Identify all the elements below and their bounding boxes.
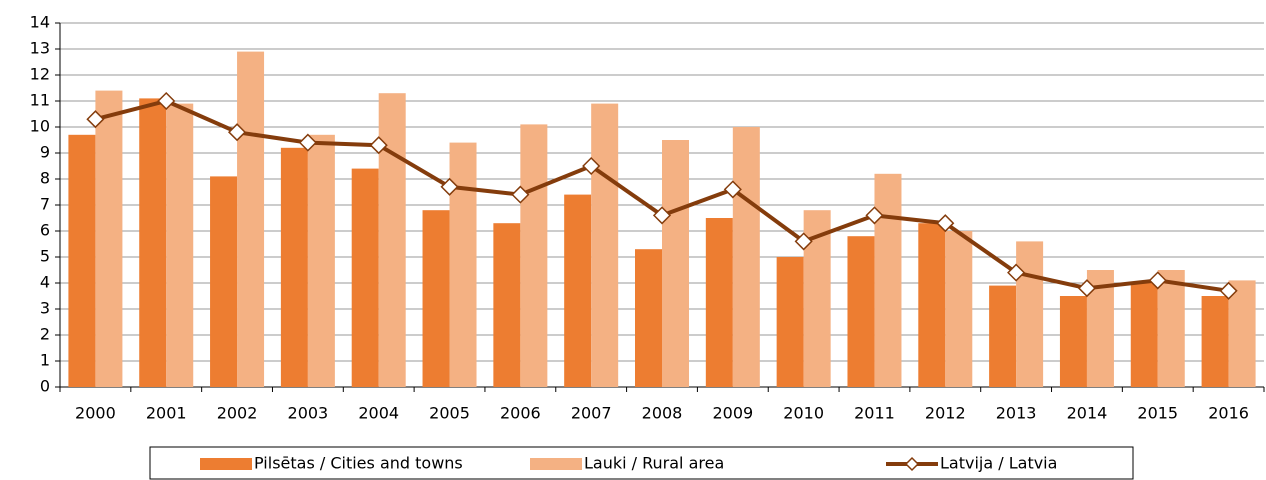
- legend-label: Lauki / Rural area: [584, 454, 724, 473]
- bar: [520, 124, 548, 388]
- bar: [591, 103, 619, 387]
- y-tick-label: 11: [30, 91, 50, 110]
- bar: [307, 134, 335, 387]
- marker: [157, 91, 176, 111]
- bar: [166, 103, 194, 387]
- legend-marker: [904, 456, 920, 472]
- y-tick-label: 6: [40, 221, 50, 240]
- bar: [635, 249, 662, 387]
- marker: [1007, 263, 1026, 282]
- bar: [989, 285, 1017, 387]
- bar: [874, 173, 902, 387]
- bar: [945, 231, 973, 387]
- marker: [936, 214, 955, 233]
- marker: [440, 177, 459, 196]
- bar: [847, 236, 875, 387]
- marker: [511, 185, 530, 204]
- y-tick-label: 10: [30, 117, 50, 136]
- y-tick-label: 5: [40, 247, 50, 266]
- marker: [1077, 279, 1097, 298]
- bar: [1201, 296, 1229, 387]
- bar: [139, 98, 167, 388]
- bar: [449, 142, 477, 387]
- bar: [1228, 280, 1256, 387]
- bar: [564, 194, 592, 387]
- x-tick-label: 2010: [783, 404, 824, 423]
- x-tick-label: 2011: [854, 404, 895, 423]
- legend-box: [149, 446, 1134, 480]
- marker: [652, 206, 672, 225]
- legend-label: Latvija / Latvia: [940, 454, 1057, 473]
- x-tick-label: 2006: [500, 404, 541, 423]
- marker: [582, 156, 601, 176]
- x-tick-label: 2009: [712, 404, 753, 423]
- bar: [237, 51, 265, 387]
- y-tick-label: 3: [40, 299, 50, 318]
- y-tick-label: 1: [40, 351, 50, 370]
- bar: [1157, 270, 1185, 387]
- y-tick-label: 0: [40, 377, 50, 396]
- bar: [493, 223, 521, 387]
- y-tick-label: 9: [40, 143, 50, 162]
- y-tick-label: 14: [30, 13, 50, 32]
- x-tick-label: 2007: [571, 404, 612, 423]
- bar: [705, 218, 733, 387]
- x-tick-label: 2005: [429, 404, 470, 423]
- y-tick-label: 13: [30, 39, 50, 58]
- x-tick-label: 2000: [75, 404, 116, 423]
- legend-swatch: [200, 458, 252, 470]
- x-tick-label: 2014: [1067, 404, 1108, 423]
- bar: [422, 210, 450, 387]
- bar: [1016, 241, 1044, 387]
- bar: [68, 134, 96, 387]
- x-tick-label: 2008: [642, 404, 683, 423]
- marker: [227, 123, 247, 142]
- y-tick-label: 12: [30, 65, 50, 84]
- marker: [1219, 281, 1238, 300]
- x-tick-label: 2015: [1137, 404, 1178, 423]
- marker: [298, 133, 317, 152]
- x-tick-label: 2002: [217, 404, 258, 423]
- x-tick-label: 2001: [146, 404, 187, 423]
- bar: [280, 147, 308, 387]
- y-tick-label: 2: [40, 325, 50, 344]
- bar: [378, 93, 406, 387]
- marker: [369, 136, 388, 155]
- x-tick-label: 2013: [996, 404, 1037, 423]
- x-tick-label: 2016: [1208, 404, 1249, 423]
- bar: [1059, 296, 1087, 387]
- bar: [95, 90, 123, 387]
- legend-label: Pilsētas / Cities and towns: [254, 454, 463, 473]
- y-tick-label: 7: [40, 195, 50, 214]
- y-tick-label: 4: [40, 273, 50, 292]
- marker: [86, 110, 105, 129]
- bar: [351, 168, 379, 387]
- marker: [794, 232, 813, 251]
- marker: [865, 206, 884, 225]
- y-tick-label: 8: [40, 169, 50, 188]
- bar: [1130, 283, 1158, 387]
- bar: [662, 140, 689, 387]
- x-tick-label: 2003: [288, 404, 329, 423]
- marker: [723, 180, 742, 199]
- bar: [732, 127, 760, 387]
- bar: [210, 176, 238, 387]
- x-tick-label: 2012: [925, 404, 966, 423]
- x-tick-label: 2004: [358, 404, 399, 423]
- bar: [776, 257, 804, 387]
- bar: [918, 223, 946, 387]
- marker: [1148, 271, 1167, 290]
- legend-swatch: [530, 458, 582, 470]
